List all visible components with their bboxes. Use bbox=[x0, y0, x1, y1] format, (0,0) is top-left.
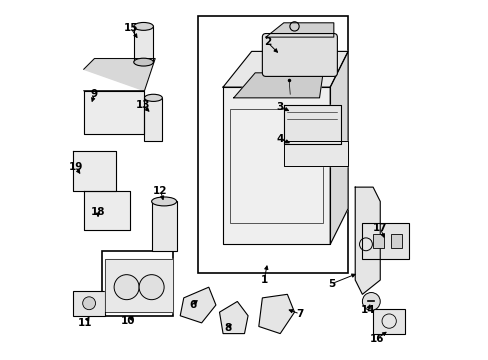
Text: 8: 8 bbox=[224, 323, 232, 333]
Bar bbox=[151, 202, 176, 251]
Text: 5: 5 bbox=[328, 279, 335, 289]
Polygon shape bbox=[83, 59, 155, 91]
Polygon shape bbox=[233, 73, 323, 98]
Polygon shape bbox=[283, 105, 340, 144]
Polygon shape bbox=[223, 51, 347, 87]
Circle shape bbox=[139, 275, 164, 300]
Text: 10: 10 bbox=[121, 316, 135, 326]
Polygon shape bbox=[83, 191, 130, 230]
Polygon shape bbox=[223, 87, 329, 244]
Bar bbox=[362, 223, 408, 258]
Bar bbox=[372, 309, 405, 334]
Text: 9: 9 bbox=[91, 89, 98, 99]
Polygon shape bbox=[219, 301, 247, 334]
Text: 18: 18 bbox=[91, 207, 105, 217]
Bar bbox=[198, 16, 347, 273]
Text: 6: 6 bbox=[189, 300, 196, 310]
Bar bbox=[390, 234, 401, 248]
Bar bbox=[144, 98, 162, 141]
Text: 14: 14 bbox=[360, 305, 374, 315]
Bar bbox=[73, 291, 105, 316]
Circle shape bbox=[82, 297, 95, 310]
Ellipse shape bbox=[144, 94, 162, 102]
Polygon shape bbox=[180, 287, 216, 323]
Polygon shape bbox=[354, 187, 380, 294]
Polygon shape bbox=[283, 141, 347, 166]
Text: 16: 16 bbox=[368, 334, 383, 344]
Text: 13: 13 bbox=[135, 100, 150, 110]
Ellipse shape bbox=[134, 22, 153, 30]
Polygon shape bbox=[73, 152, 116, 191]
Ellipse shape bbox=[151, 197, 176, 206]
Polygon shape bbox=[105, 258, 173, 312]
Text: 11: 11 bbox=[78, 318, 93, 328]
Polygon shape bbox=[329, 51, 347, 244]
Ellipse shape bbox=[134, 58, 153, 66]
Bar bbox=[372, 234, 383, 248]
Text: 12: 12 bbox=[153, 186, 167, 196]
Bar bbox=[134, 26, 153, 62]
Circle shape bbox=[114, 275, 139, 300]
Text: 2: 2 bbox=[264, 37, 271, 48]
Text: 19: 19 bbox=[68, 162, 83, 172]
Text: 3: 3 bbox=[276, 102, 283, 112]
FancyBboxPatch shape bbox=[262, 33, 337, 76]
Bar bbox=[102, 251, 173, 316]
Polygon shape bbox=[265, 23, 333, 37]
Polygon shape bbox=[83, 91, 144, 134]
Text: 1: 1 bbox=[260, 275, 267, 285]
Polygon shape bbox=[258, 294, 294, 334]
Text: 7: 7 bbox=[296, 309, 303, 319]
Text: 4: 4 bbox=[276, 134, 284, 144]
Text: 17: 17 bbox=[372, 223, 387, 233]
Text: 15: 15 bbox=[123, 23, 138, 33]
Circle shape bbox=[362, 293, 380, 310]
